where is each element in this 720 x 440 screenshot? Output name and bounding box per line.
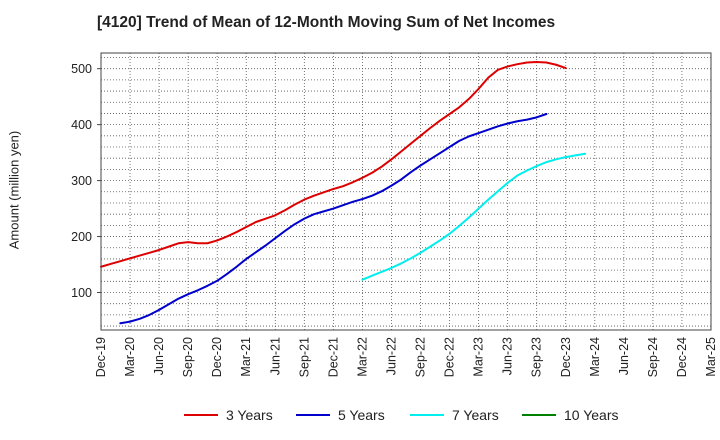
plot-frame (100, 52, 712, 331)
y-tick-label: 300 (71, 174, 92, 188)
chart-title: [4120] Trend of Mean of 12-Month Moving … (97, 14, 556, 31)
x-tick-label: Mar-21 (239, 337, 253, 377)
series-lines (100, 60, 587, 325)
legend-swatch-3-years (184, 414, 218, 416)
x-tick-label: Dec-24 (675, 337, 689, 377)
legend-swatch-7-years (410, 414, 444, 416)
x-tick-label: Mar-24 (588, 337, 602, 377)
series-line-7-years (361, 152, 587, 281)
x-tick-labels: Dec-19 Mar-20 Jun-20 Sep-20 Dec-20 Mar-21 Jun-… (94, 337, 718, 377)
x-tick-label: Mar-23 (472, 337, 486, 377)
x-tick-label: Jun-24 (617, 337, 631, 375)
x-tick-label: Jun-22 (384, 337, 398, 375)
series-line-5-years (119, 113, 548, 325)
x-tick-label: Dec-21 (326, 337, 340, 377)
y-tick-label: 100 (71, 286, 92, 300)
legend-item-5-years: 5 Years (296, 403, 385, 427)
x-tick-label: Jun-21 (268, 337, 282, 375)
legend-label-7-years: 7 Years (452, 407, 499, 423)
x-tick-label: Mar-22 (355, 337, 369, 377)
x-tick-label: Sep-21 (297, 337, 311, 377)
x-tick-label: Dec-19 (94, 337, 108, 377)
legend-swatch-5-years (296, 414, 330, 416)
x-tick-label: Jun-23 (501, 337, 515, 375)
x-tick-label: Dec-22 (443, 337, 457, 377)
y-tick-labels: 100 200 300 400 500 (71, 62, 101, 300)
x-tick-label: Sep-23 (530, 337, 544, 377)
y-tick-label: 400 (71, 118, 92, 132)
x-tick-label: Mar-25 (704, 337, 718, 377)
x-tick-label: Dec-20 (210, 337, 224, 377)
x-tick-label: Dec-23 (559, 337, 573, 377)
legend-label-5-years: 5 Years (338, 407, 385, 423)
y-tick-label: 200 (71, 230, 92, 244)
legend-item-7-years: 7 Years (410, 403, 499, 427)
grid-lines (100, 53, 712, 330)
y-tick-label: 500 (71, 62, 92, 76)
legend-label-3-years: 3 Years (226, 407, 273, 423)
x-tick-label: Mar-20 (123, 337, 137, 377)
legend-label-10-years: 10 Years (564, 407, 619, 423)
series-line-3-years (100, 60, 567, 268)
legend: 3 Years 5 Years 7 Years 10 Years (0, 403, 720, 427)
x-tick-label: Sep-20 (181, 337, 195, 377)
x-tick-label: Jun-20 (152, 337, 166, 375)
legend-item-10-years: 10 Years (522, 403, 619, 427)
x-tick-label: Sep-24 (646, 337, 660, 377)
x-tick-label: Sep-22 (414, 337, 428, 377)
legend-item-3-years: 3 Years (184, 403, 273, 427)
legend-swatch-10-years (522, 414, 556, 416)
